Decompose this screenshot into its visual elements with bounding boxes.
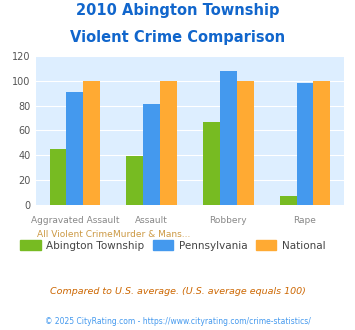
Text: Aggravated Assault: Aggravated Assault <box>31 216 119 225</box>
Bar <box>280 196 296 205</box>
Text: Rape: Rape <box>294 216 316 225</box>
Text: 2010 Abington Township: 2010 Abington Township <box>76 3 279 18</box>
Text: Robbery: Robbery <box>209 216 247 225</box>
Text: Assault: Assault <box>135 216 168 225</box>
Bar <box>160 81 177 205</box>
Bar <box>126 156 143 205</box>
Bar <box>66 92 83 205</box>
Text: Violent Crime Comparison: Violent Crime Comparison <box>70 30 285 45</box>
Text: Murder & Mans...: Murder & Mans... <box>113 230 190 239</box>
Bar <box>50 149 66 205</box>
Bar <box>313 81 330 205</box>
Bar <box>237 81 253 205</box>
Bar <box>83 81 100 205</box>
Bar <box>220 71 237 205</box>
Text: All Violent Crime: All Violent Crime <box>37 230 113 239</box>
Legend: Abington Township, Pennsylvania, National: Abington Township, Pennsylvania, Nationa… <box>16 236 329 255</box>
Bar <box>296 83 313 205</box>
Text: Compared to U.S. average. (U.S. average equals 100): Compared to U.S. average. (U.S. average … <box>50 287 305 296</box>
Bar <box>143 104 160 205</box>
Text: © 2025 CityRating.com - https://www.cityrating.com/crime-statistics/: © 2025 CityRating.com - https://www.city… <box>45 317 310 326</box>
Bar <box>203 122 220 205</box>
